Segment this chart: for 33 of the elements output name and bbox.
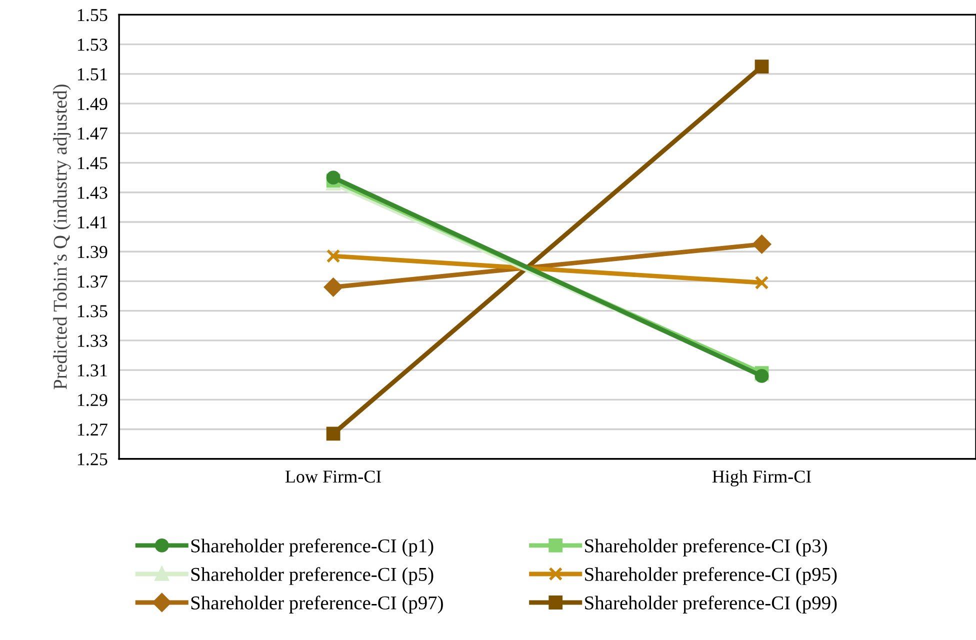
y-tick-label: 1.55	[78, 9, 108, 22]
legend-label: Shareholder preference-CI (p99)	[585, 596, 837, 614]
point	[754, 60, 769, 74]
y-tick-label: 1.27	[78, 424, 108, 436]
y-axis-title: Predicted Tobin’s Q (industry adjusted)	[53, 84, 71, 390]
point	[326, 170, 340, 185]
y-tick-label: 1.41	[78, 216, 107, 229]
y-tick-label: 1.35	[78, 305, 108, 318]
legend-label: Shareholder preference-CI (p5)	[191, 567, 434, 585]
legend-label: Shareholder preference-CI (p3)	[585, 538, 827, 556]
y-tick-label: 1.45	[78, 157, 108, 170]
y-tick-label: 1.43	[78, 186, 108, 199]
y-tick-label: 1.31	[78, 364, 107, 377]
x-tick-label: Low Firm-CI	[285, 470, 382, 483]
point	[754, 369, 769, 383]
y-tick-label: 1.47	[78, 128, 108, 140]
y-tick-label: 1.49	[78, 98, 108, 110]
y-tick-label: 1.53	[78, 38, 108, 51]
point	[754, 276, 769, 290]
y-tick-label: 1.39	[78, 246, 108, 258]
legend-label: Shareholder preference-CI (p95)	[585, 567, 837, 585]
y-tick-label: 1.25	[78, 453, 108, 466]
point	[326, 426, 340, 441]
y-tick-label: 1.29	[78, 394, 108, 406]
legend-label: Shareholder preference-CI (p1)	[191, 538, 434, 556]
y-tick-label: 1.33	[78, 334, 108, 347]
legend-label: Shareholder preference-CI (p97)	[191, 596, 443, 614]
point	[326, 249, 340, 263]
y-tick-label: 1.51	[78, 68, 107, 80]
point	[324, 278, 343, 296]
y-tick-label: 1.37	[78, 276, 108, 288]
point	[752, 234, 772, 254]
x-tick-label: High Firm-CI	[712, 470, 812, 486]
